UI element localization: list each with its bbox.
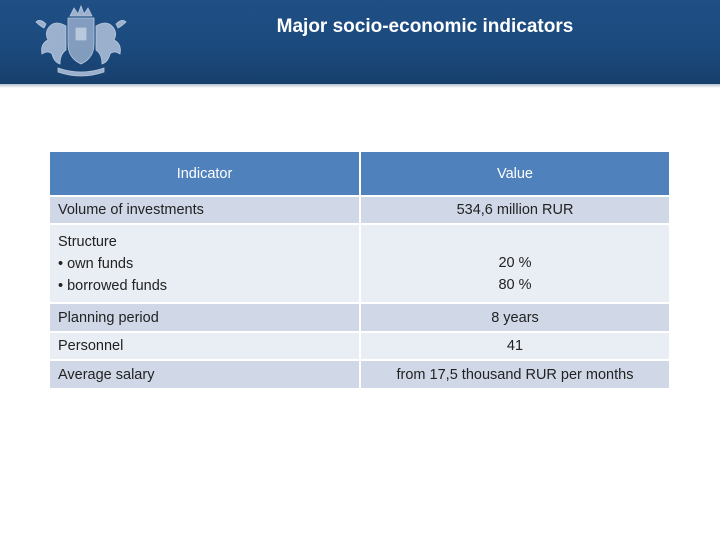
table-header-row: Indicator Value	[50, 152, 669, 196]
indicator-text: Structure	[58, 233, 117, 250]
coat-of-arms-icon	[35, 4, 127, 77]
value-text: 8 years	[491, 309, 539, 326]
table-row: Average salary from 17,5 thousand RUR pe…	[50, 359, 669, 388]
value-cell: from 17,5 thousand RUR per months	[360, 359, 669, 388]
value-text: 20 %	[498, 254, 532, 271]
table-row: Personnel 41	[50, 331, 669, 360]
table-row: Structure • own funds • borrowed funds 2…	[50, 223, 669, 303]
table-row: Planning period 8 years	[50, 302, 669, 332]
indicator-cell: Personnel	[50, 331, 361, 360]
column-header-value: Value	[360, 152, 669, 196]
indicator-text: • borrowed funds	[58, 277, 168, 294]
value-text: 534,6 million RUR	[456, 202, 574, 218]
indicator-cell: Structure • own funds • borrowed funds	[50, 223, 361, 303]
indicator-cell: Volume of investments	[50, 195, 361, 224]
value-text: 80 %	[498, 276, 532, 293]
table-row: Volume of investments 534,6 million RUR	[50, 195, 669, 224]
value-cell: 41	[360, 331, 669, 360]
indicators-table: Indicator Value Volume of investments 53…	[50, 152, 669, 388]
indicator-cell: Average salary	[50, 359, 361, 388]
indicator-text: Volume of investments	[58, 202, 204, 218]
indicator-text: Personnel	[58, 338, 124, 354]
indicator-text: Average salary	[58, 366, 155, 383]
value-cell: 8 years	[360, 302, 669, 332]
value-cell: 20 % 80 %	[360, 223, 669, 303]
column-header-indicator: Indicator	[50, 152, 361, 196]
slide-header: Major socio-economic indicators	[0, 0, 720, 88]
value-text: from 17,5 thousand RUR per months	[396, 366, 634, 383]
indicator-text: Planning period	[58, 309, 159, 326]
page-title: Major socio-economic indicators	[276, 16, 574, 37]
indicator-cell: Planning period	[50, 302, 361, 332]
indicator-text: • own funds	[58, 255, 134, 272]
value-cell: 534,6 million RUR	[360, 195, 669, 224]
value-text: 41	[506, 338, 524, 354]
